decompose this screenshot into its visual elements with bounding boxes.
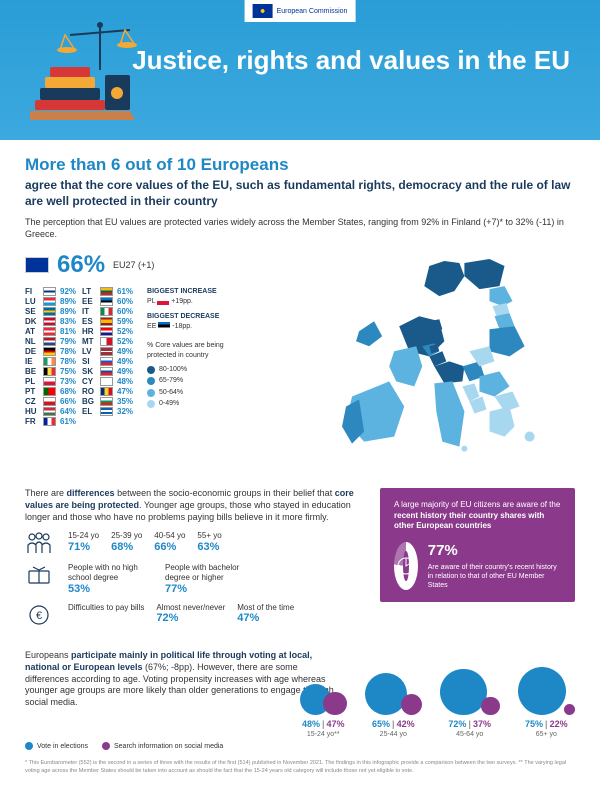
country-row: DE78%: [25, 347, 76, 356]
country-row: SI49%: [82, 357, 133, 366]
country-row: HR52%: [82, 327, 133, 336]
country-row: FI92%: [25, 287, 76, 296]
biggest-decrease: EE -18pp.: [147, 322, 237, 333]
country-row: PL73%: [25, 377, 76, 386]
country-row: CY48%: [82, 377, 133, 386]
country-row: BE75%: [25, 367, 76, 376]
subheadline: agree that the core values of the EU, su…: [25, 178, 575, 209]
page-title: Justice, rights and values in the EU: [132, 45, 570, 76]
country-row: IT60%: [82, 307, 133, 316]
map-legend: % Core values are being protected in cou…: [147, 341, 237, 410]
stat-group: 25-39 yo68%: [111, 531, 142, 553]
country-row: MT52%: [82, 337, 133, 346]
country-row: BG35%: [82, 397, 133, 406]
country-table: FI92%LU89%SE89%DK83%AT81%NL79%DE78%IE78%…: [25, 287, 319, 426]
biggest-increase-label: BIGGEST INCREASE: [147, 287, 237, 298]
country-row: CZ66%: [25, 397, 76, 406]
voting-legend: Vote in electionsSearch information on s…: [25, 742, 575, 750]
ec-logo: European Commission: [245, 0, 356, 22]
country-row: SE89%: [25, 307, 76, 316]
intro-text: The perception that EU values are protec…: [25, 217, 575, 240]
book-icon: [25, 563, 53, 587]
eu-map: [334, 251, 575, 472]
donut-chart: [394, 542, 418, 590]
country-row: PT68%: [25, 387, 76, 396]
euro-icon: €: [25, 603, 53, 627]
stat-group: 40-54 yo66%: [154, 531, 185, 553]
people-icon: [25, 531, 53, 555]
country-row: LU89%: [25, 297, 76, 306]
header: European Commission Justice: [0, 0, 600, 140]
biggest-decrease-label: BIGGEST DECREASE: [147, 312, 237, 323]
stat-group: 55+ yo63%: [197, 531, 221, 553]
main-stat: 66% EU27 (+1): [25, 251, 319, 279]
country-row: DK83%: [25, 317, 76, 326]
footnote: * This Eurobarometer (552) is the second…: [25, 760, 575, 774]
eu-flag-icon: [25, 257, 49, 273]
edu-stats: People with no high school degree53% Peop…: [25, 563, 365, 594]
stat-group: People with bachelor degree or higher77%: [165, 563, 250, 594]
headline: More than 6 out of 10 Europeans: [25, 155, 575, 175]
voting-item: 75%|22%65+ yo: [518, 667, 575, 739]
donut-pct: 77%: [428, 541, 561, 561]
country-row: FR61%: [25, 417, 76, 426]
awareness-box: A large majority of EU citizens are awar…: [380, 488, 575, 602]
main-label: EU27 (+1): [113, 260, 154, 270]
country-row: AT81%: [25, 327, 76, 336]
age-stats: 15-24 yo71% 25-39 yo68% 40-54 yo66% 55+ yo6…: [25, 531, 365, 555]
country-row: HU64%: [25, 407, 76, 416]
stat-group: 15-24 yo71%: [68, 531, 99, 553]
country-row: LT61%: [82, 287, 133, 296]
country-row: EL32%: [82, 407, 133, 416]
voting-item: 48%|47%15-24 yo**: [300, 684, 347, 738]
voting-item: 65%|42%25-44 yo: [365, 673, 422, 738]
country-row: IE78%: [25, 357, 76, 366]
country-row: EE60%: [82, 297, 133, 306]
main-pct: 66%: [57, 251, 105, 279]
section2-text: There are differences between the socio-…: [25, 488, 365, 523]
country-row: SK49%: [82, 367, 133, 376]
donut-desc: Are aware of their country's recent hist…: [428, 564, 557, 589]
stat-group: People with no high school degree53%: [68, 563, 153, 594]
stat-group: Difficulties to pay bills: [68, 603, 144, 625]
svg-text:€: €: [36, 610, 42, 622]
country-row: LV49%: [82, 347, 133, 356]
biggest-increase: PL +19pp.: [147, 297, 237, 308]
voting-item: 72%|37%45-64 yo: [440, 669, 500, 739]
country-row: RO47%: [82, 387, 133, 396]
ec-label: European Commission: [277, 8, 348, 15]
stat-group: Most of the time47%: [237, 603, 294, 625]
country-row: NL79%: [25, 337, 76, 346]
country-row: ES59%: [82, 317, 133, 326]
header-illustration: [20, 15, 150, 130]
bills-stats: € Difficulties to pay bills Almost never/…: [25, 603, 365, 627]
stat-group: Almost never/never72%: [156, 603, 225, 625]
